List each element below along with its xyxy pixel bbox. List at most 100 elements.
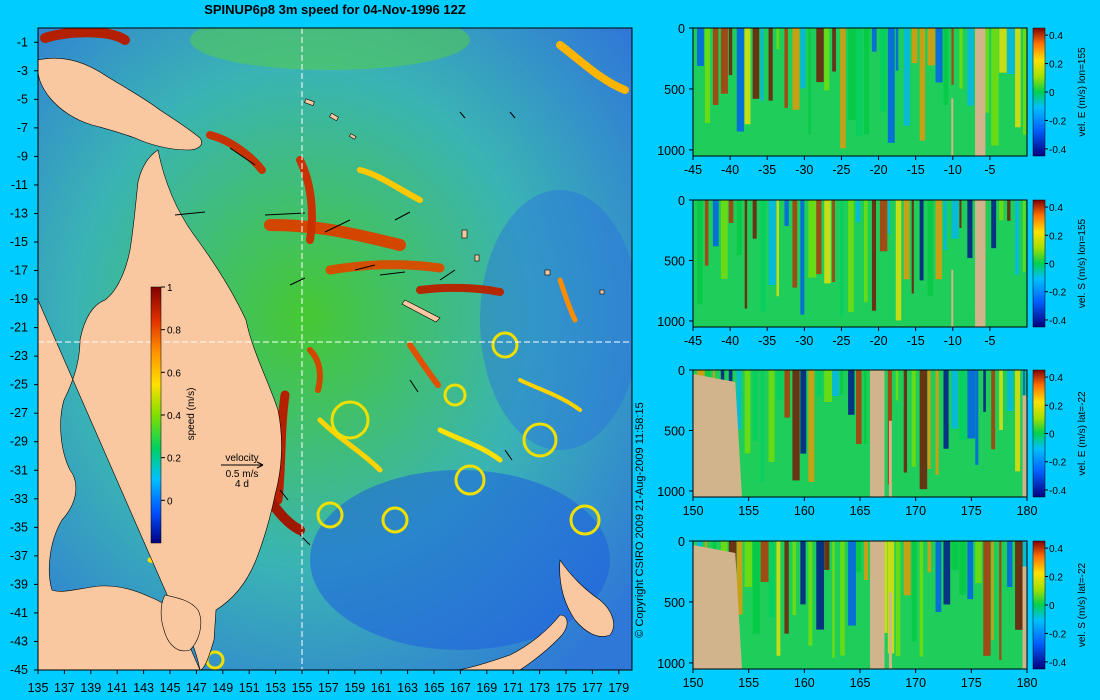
map-x-tick-label: 141 [107,681,128,695]
section-velocity-band [871,28,877,52]
section-velocity-band [824,200,831,284]
section-x-tick-label: 180 [1017,504,1038,518]
section-velocity-band [967,541,974,600]
section-velocity-band [903,200,910,280]
section-velocity-band [999,541,1002,661]
map-y-tick-label: -21 [10,321,28,335]
speed-colorbar-tick-label: 0.6 [167,368,181,379]
section-velocity-band [1007,370,1014,412]
section-x-tick-label: 170 [905,676,926,690]
section-x-tick-label: -5 [984,163,995,177]
section-velocity-band [1023,28,1027,135]
map-y-tick-label: -39 [10,577,28,591]
section-x-tick-label: -30 [795,163,813,177]
speed-colorbar-tick-label: 0.4 [167,411,181,422]
section-x-tick-label: 165 [850,504,871,518]
section-colorbar-tick-label: 0.4 [1049,31,1063,42]
tasmania [160,594,202,652]
map-x-tick-label: 163 [397,681,418,695]
section-velocity-band [999,28,1007,73]
section-colorbar-tick-label: 0.2 [1049,401,1063,412]
section-velocity-band [975,370,979,465]
map-y-tick-label: -27 [10,406,28,420]
new-zealand-north [559,559,614,637]
section-velocity-band [911,200,914,294]
section-velocity-band [951,541,959,571]
section-velocity-band [840,28,846,149]
section-y-tick-label: 500 [664,424,685,438]
new-caledonia [401,299,441,323]
section-x-tick-label: -40 [721,334,739,348]
section-velocity-band [951,28,954,85]
map-y-tick-label: -29 [10,435,28,449]
section-land [1022,395,1027,497]
section-x-tick-label: -25 [832,334,850,348]
island [544,269,551,276]
section-velocity-band [752,28,760,99]
section-velocity-band [840,200,844,317]
section-colorbar-tick-label: 0.4 [1049,544,1063,555]
section-y-tick-label: 1000 [657,315,685,329]
section-velocity-band [784,541,789,634]
ocean-low-speed-patch [480,190,632,450]
section-velocity-band [832,28,836,72]
section-x-tick-label: -45 [684,163,702,177]
section-velocity-band [959,370,967,441]
velocity-legend-arrowhead [256,461,264,469]
map-x-tick-label: 159 [344,681,365,695]
ocean-moderate-speed-patch [190,28,470,70]
section-x-tick-label: -10 [944,334,962,348]
section-velocity-band [848,541,856,626]
map-x-tick-label: 143 [133,681,154,695]
speed-colorbar-tick-label: 1 [167,283,173,294]
section-velocity-band [991,200,997,249]
section-colorbar-tick-label: -0.4 [1049,316,1067,327]
section-colorbar-tick-label: 0.2 [1049,60,1063,71]
section-x-tick-label: -45 [684,334,702,348]
section-x-tick-label: -35 [758,163,776,177]
section-velocity-band [784,200,789,226]
section-velocity-band [816,200,822,275]
section-velocity-band [744,541,753,588]
section-velocity-band [1007,28,1016,75]
section-velocity-band [744,370,751,454]
section-land [1022,566,1027,669]
section-velocity-band [927,370,931,470]
section-velocity-band [1015,370,1021,472]
section-velocity-band [760,200,766,312]
map-y-tick-label: -23 [10,349,28,363]
section-y-tick-label: 0 [678,22,685,36]
section-velocity-band [848,370,855,415]
section-velocity-band [800,541,806,605]
section-velocity-band [840,541,845,656]
island [599,289,605,295]
section-velocity-band [895,28,899,71]
section-velocity-band [776,28,780,50]
section-velocity-band [800,370,807,454]
section-velocity-band [863,370,867,445]
section-velocity-band [824,28,830,91]
section-velocity-band [983,28,990,113]
section-velocity-band [824,541,830,570]
section-colorbar-tick-label: 0.2 [1049,573,1063,584]
section-velocity-band [959,200,962,228]
section-velocity-band [863,200,868,303]
section-x-tick-label: 155 [738,676,759,690]
map-x-tick-label: 155 [292,681,313,695]
section-velocity-band [991,28,999,146]
map-y-tick-label: -11 [11,178,28,192]
map-y-tick-label: -43 [10,634,28,648]
section-velocity-band [856,541,862,573]
section-x-tick-label: -30 [795,334,813,348]
section-velocity-band [903,370,908,473]
map-x-tick-label: 137 [54,681,75,695]
map-y-tick-label: -3 [17,64,28,78]
section-velocity-band [1023,200,1026,272]
section-y-tick-label: 1000 [657,657,685,671]
section-velocity-band [792,28,800,110]
section-colorbar-tick-label: -0.2 [1049,116,1067,127]
section-y-tick-label: 500 [664,596,685,610]
section-velocity-band [832,541,835,658]
map-x-tick-label: 149 [212,681,233,695]
map-y-tick-label: -33 [10,492,28,506]
